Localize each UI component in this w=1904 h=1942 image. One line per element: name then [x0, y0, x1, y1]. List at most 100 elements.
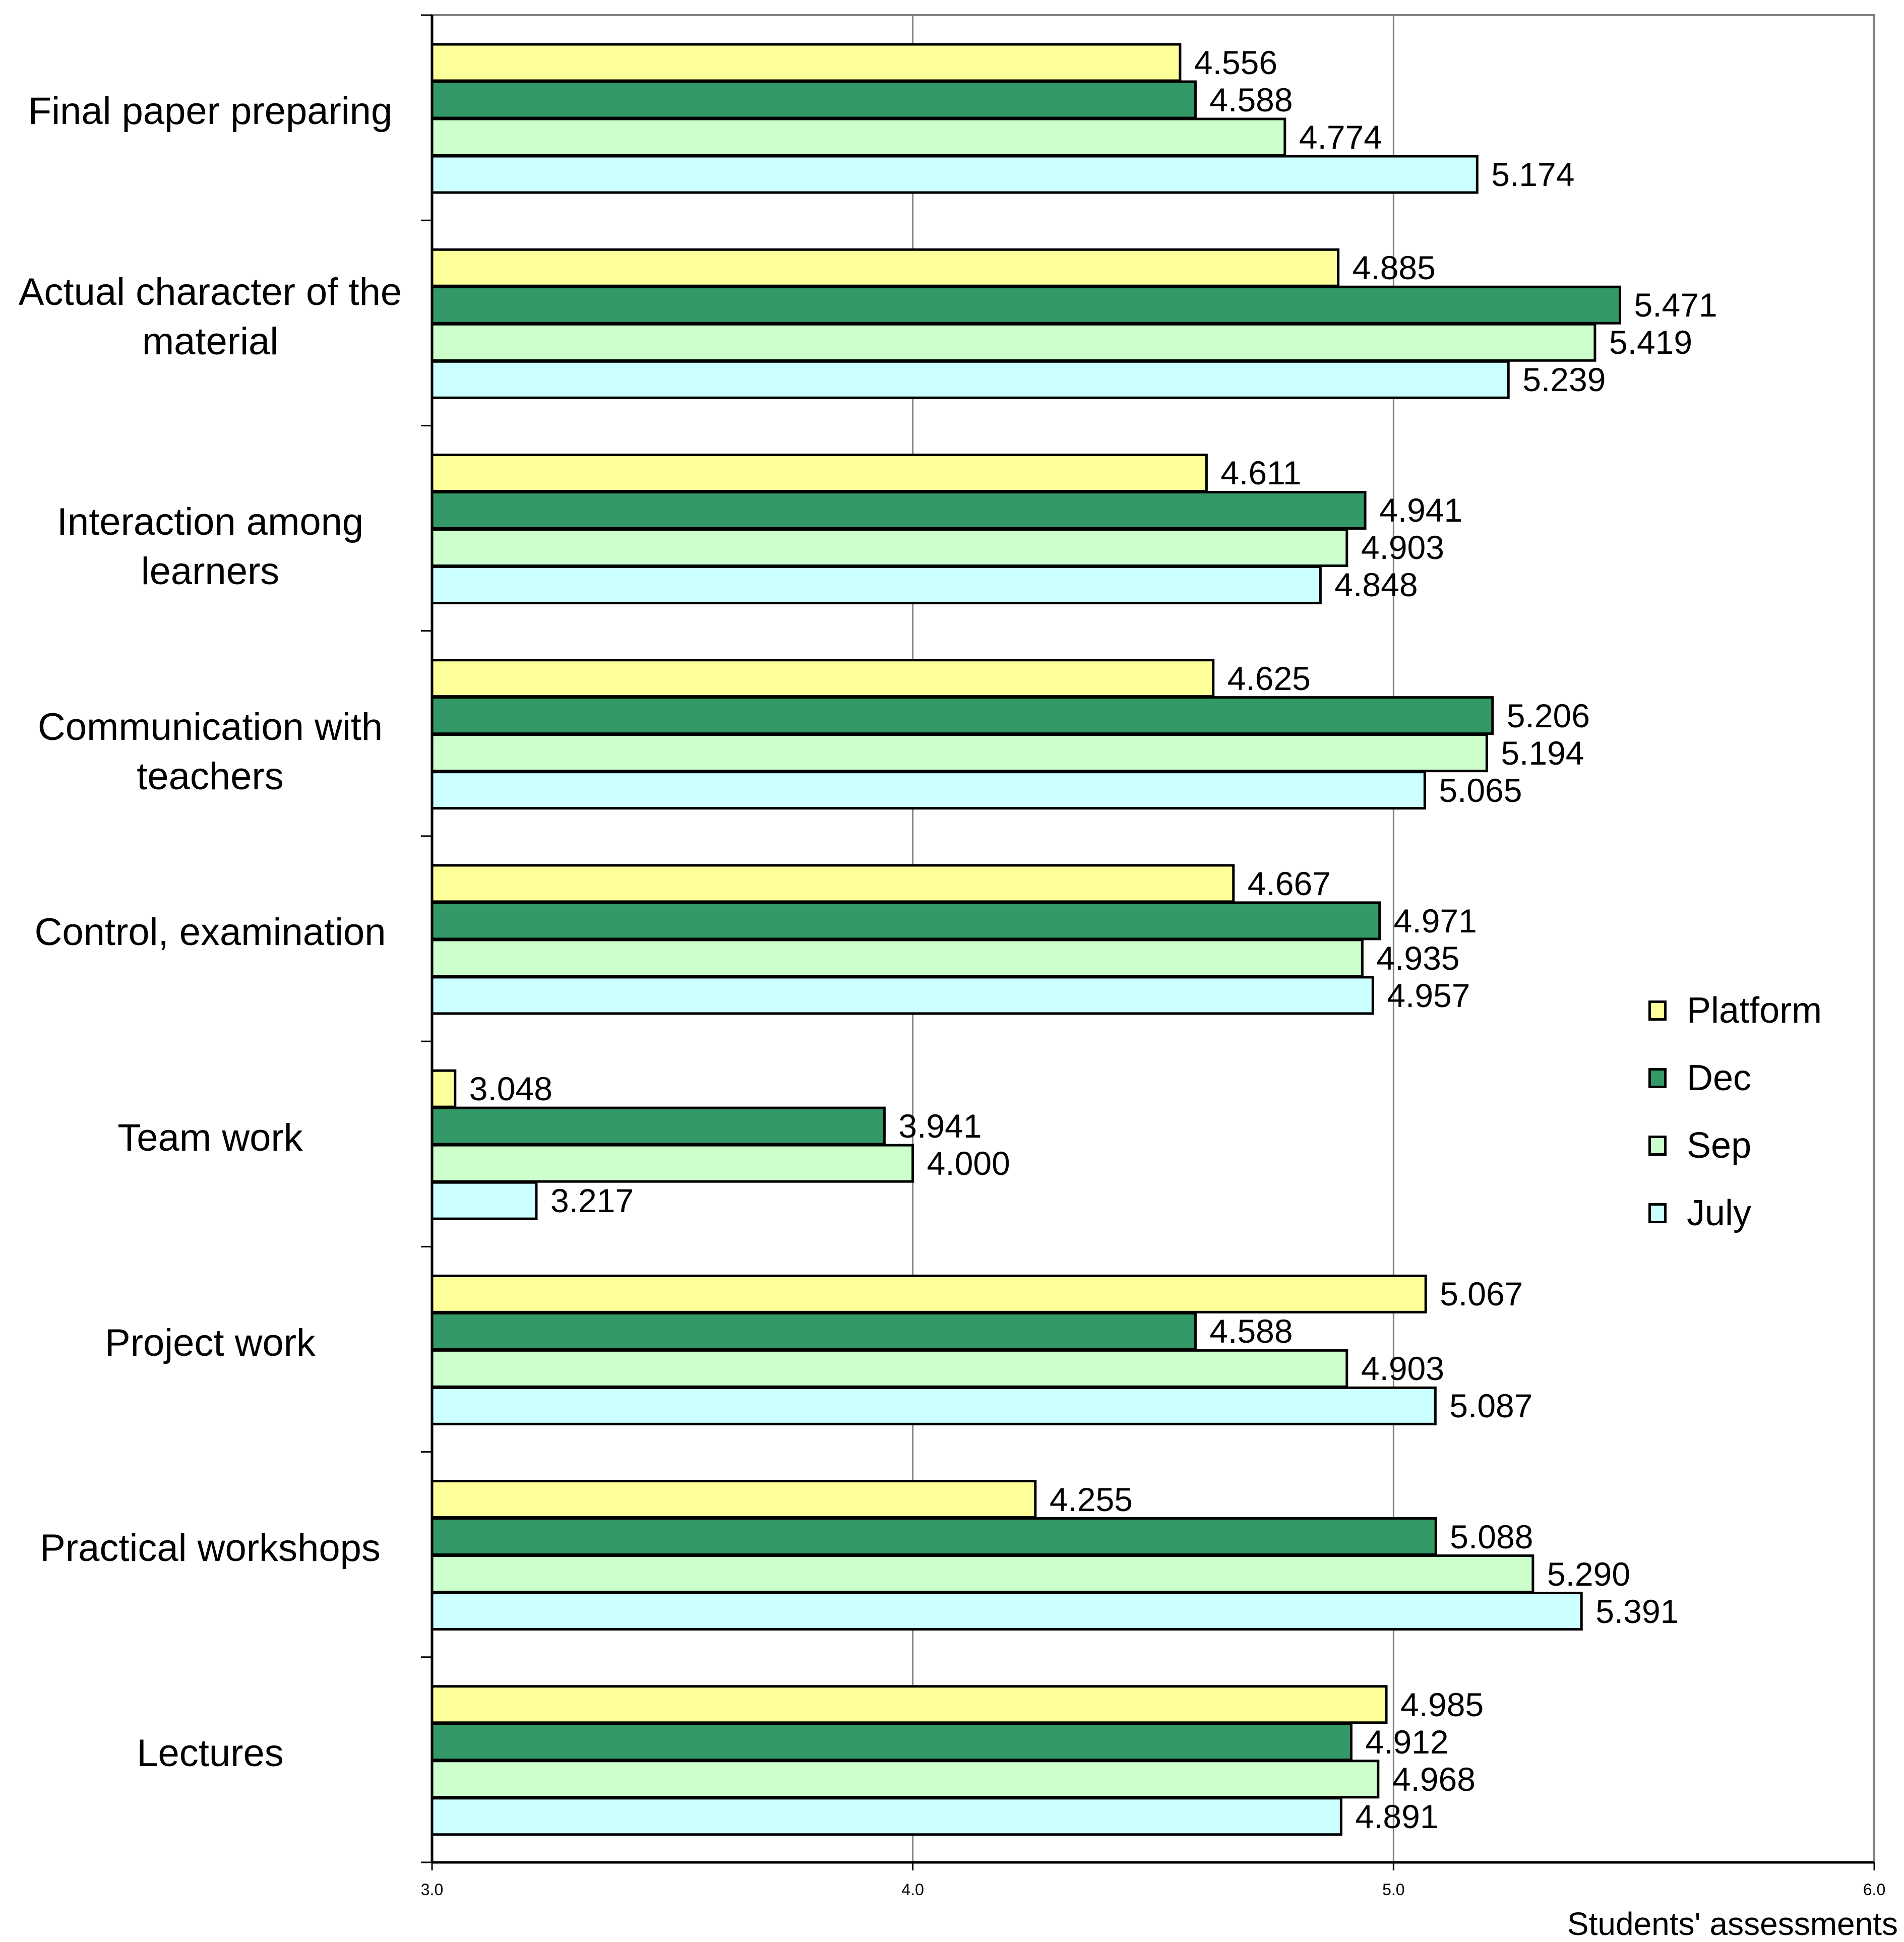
bar-dec	[431, 80, 1197, 119]
category-label: Control, examination	[34, 911, 386, 954]
category-label: Lectures	[137, 1732, 284, 1775]
category-label: Project work	[104, 1321, 316, 1364]
bar-dec	[431, 285, 1622, 325]
bar-sep	[431, 733, 1488, 773]
data-label: 5.206	[1506, 697, 1590, 734]
data-label: 4.000	[927, 1145, 1010, 1182]
data-label: 4.957	[1387, 976, 1470, 1014]
bar-july	[431, 1592, 1583, 1631]
legend-item-july: July	[1648, 1191, 1890, 1233]
data-label: 4.255	[1049, 1480, 1133, 1518]
bar-july	[431, 1386, 1437, 1425]
bar-sep	[431, 117, 1286, 157]
data-label: 4.611	[1220, 454, 1302, 492]
bar-platform	[431, 1480, 1037, 1519]
bar-platform	[431, 248, 1340, 287]
legend-swatch	[1648, 1000, 1667, 1021]
data-label: 5.471	[1634, 286, 1717, 324]
bar-platform	[431, 1274, 1427, 1313]
legend-label: Dec	[1687, 1058, 1752, 1098]
data-label: 4.588	[1209, 81, 1293, 118]
bar-july	[431, 1181, 538, 1220]
category-label: Practical workshops	[40, 1526, 381, 1570]
bar-july	[431, 155, 1479, 194]
bar-dec	[431, 1517, 1437, 1556]
bar-platform	[431, 43, 1182, 82]
x-tick-label: 6.0	[1863, 1881, 1886, 1899]
data-label: 4.667	[1247, 864, 1331, 902]
data-label: 5.088	[1450, 1518, 1533, 1555]
bar-dec	[431, 696, 1494, 735]
bar-platform	[431, 1685, 1388, 1724]
bar-july	[431, 565, 1322, 604]
x-tick-label: 5.0	[1382, 1881, 1405, 1899]
bar-platform	[431, 453, 1208, 492]
data-label: 4.912	[1365, 1723, 1449, 1761]
data-label: 4.935	[1376, 939, 1460, 977]
bar-sep	[431, 323, 1596, 362]
category-label: Interaction among learners	[56, 500, 364, 593]
data-label: 5.239	[1522, 361, 1606, 399]
legend-label: Platform	[1687, 990, 1822, 1031]
data-label: 4.556	[1194, 44, 1278, 81]
bar-platform	[431, 659, 1215, 698]
category-label: Communication with teachers	[37, 706, 383, 798]
data-label: 4.968	[1392, 1760, 1476, 1798]
bar-platform	[431, 864, 1235, 903]
data-label: 5.419	[1609, 324, 1693, 361]
bar-sep	[431, 1349, 1348, 1388]
bar-sep	[431, 1554, 1534, 1594]
data-label: 5.087	[1449, 1387, 1533, 1425]
x-tick-label: 4.0	[901, 1881, 924, 1899]
legend-swatch	[1648, 1136, 1667, 1156]
bar-dec	[431, 901, 1381, 941]
data-label: 4.774	[1299, 118, 1382, 156]
category-label: Actual character of the material	[18, 270, 402, 363]
data-label: 4.985	[1400, 1685, 1484, 1723]
legend-swatch	[1648, 1203, 1667, 1223]
bar-dec	[431, 490, 1367, 530]
category-label: Final paper preparing	[28, 90, 393, 133]
x-tick-label: 3.0	[420, 1881, 444, 1899]
bar-dec	[431, 1106, 886, 1146]
bar-july	[431, 1797, 1342, 1836]
data-label: 4.903	[1361, 1350, 1444, 1388]
data-label: 5.065	[1439, 771, 1522, 809]
legend-swatch	[1648, 1068, 1667, 1088]
legend-item-platform: Platform	[1648, 988, 1890, 1031]
bar-july	[431, 771, 1426, 810]
bar-sep	[431, 1144, 914, 1183]
data-label: 4.903	[1361, 529, 1444, 567]
bar-dec	[431, 1722, 1353, 1762]
data-label: 3.941	[898, 1107, 982, 1145]
data-label: 4.848	[1334, 566, 1418, 604]
category-label: Team work	[117, 1116, 303, 1159]
x-axis-title: Students' assessments	[1567, 1906, 1898, 1942]
data-label: 5.194	[1501, 734, 1584, 772]
data-label: 4.891	[1355, 1797, 1439, 1835]
data-label: 5.391	[1595, 1592, 1679, 1630]
data-label: 5.290	[1547, 1555, 1631, 1593]
bar-sep	[431, 528, 1348, 567]
data-label: 4.588	[1209, 1312, 1293, 1350]
data-label: 4.971	[1393, 902, 1477, 939]
data-label: 3.048	[469, 1070, 552, 1108]
legend-label: July	[1687, 1193, 1752, 1233]
legend-item-sep: Sep	[1648, 1123, 1890, 1166]
bar-july	[431, 976, 1374, 1015]
data-label: 5.174	[1491, 156, 1575, 193]
bar-sep	[431, 1760, 1380, 1799]
bar-july	[431, 360, 1510, 399]
bar-sep	[431, 938, 1364, 978]
bar-dec	[431, 1311, 1197, 1351]
bar-platform	[431, 1069, 457, 1108]
data-label: 4.885	[1352, 249, 1436, 287]
data-label: 5.067	[1440, 1275, 1523, 1313]
data-label: 3.217	[550, 1182, 634, 1220]
data-label: 4.625	[1227, 659, 1311, 697]
legend-label: Sep	[1687, 1125, 1752, 1166]
legend-item-dec: Dec	[1648, 1055, 1890, 1098]
data-label: 4.941	[1379, 491, 1463, 529]
